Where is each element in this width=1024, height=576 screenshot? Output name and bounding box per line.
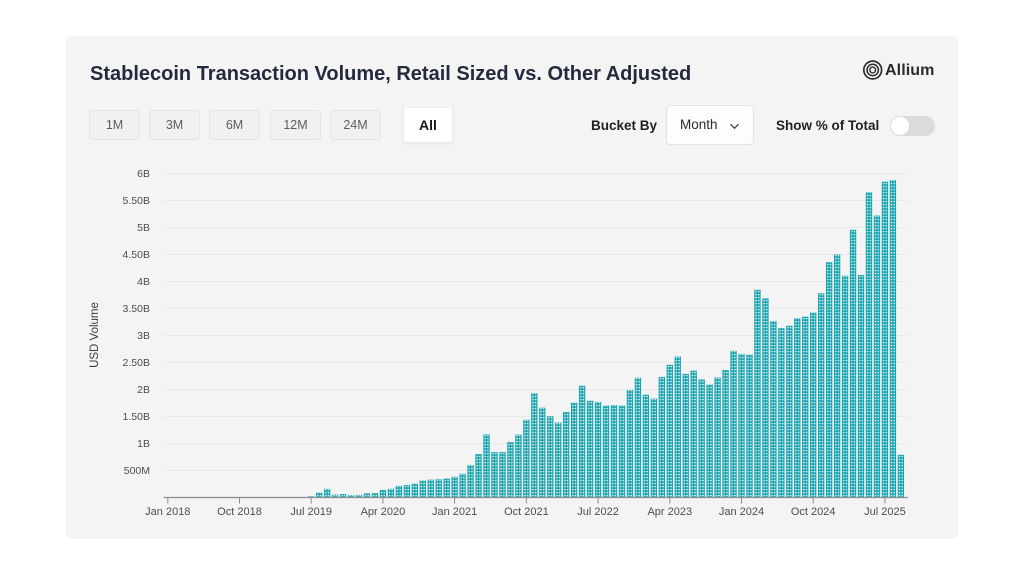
svg-text:2.50B: 2.50B <box>123 357 150 369</box>
svg-text:5.50B: 5.50B <box>123 195 150 207</box>
svg-text:3.50B: 3.50B <box>123 303 150 315</box>
svg-text:Jan 2024: Jan 2024 <box>719 506 764 518</box>
svg-text:3B: 3B <box>137 330 150 342</box>
svg-text:4.50B: 4.50B <box>123 249 150 261</box>
svg-text:1B: 1B <box>137 438 150 450</box>
svg-text:Apr 2020: Apr 2020 <box>361 506 406 518</box>
svg-text:USD Volume: USD Volume <box>89 302 101 368</box>
svg-text:Jul 2019: Jul 2019 <box>290 506 332 518</box>
svg-text:1.50B: 1.50B <box>123 411 150 423</box>
svg-text:Oct 2024: Oct 2024 <box>791 506 836 518</box>
svg-text:Jan 2021: Jan 2021 <box>432 506 477 518</box>
svg-text:Jul 2025: Jul 2025 <box>864 506 906 518</box>
svg-text:2B: 2B <box>137 384 150 396</box>
svg-text:6B: 6B <box>137 168 150 180</box>
svg-text:500M: 500M <box>124 465 150 477</box>
svg-text:Oct 2021: Oct 2021 <box>504 506 549 518</box>
svg-text:Apr 2023: Apr 2023 <box>647 506 692 518</box>
svg-text:Jul 2022: Jul 2022 <box>577 506 619 518</box>
svg-text:4B: 4B <box>137 276 150 288</box>
svg-text:5B: 5B <box>137 222 150 234</box>
svg-text:Jan 2018: Jan 2018 <box>145 506 190 518</box>
svg-text:Oct 2018: Oct 2018 <box>217 506 262 518</box>
